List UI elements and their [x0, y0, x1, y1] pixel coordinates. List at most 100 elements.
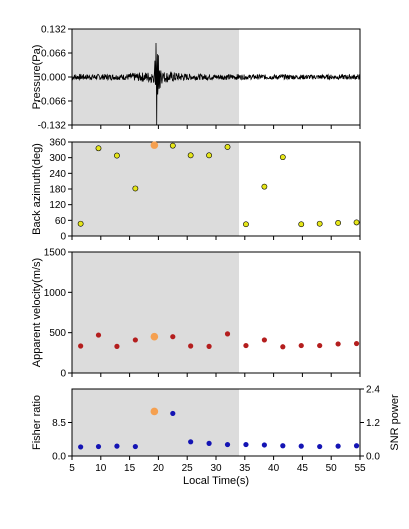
- data-point: [279, 154, 286, 161]
- x-tick-label: 20: [153, 463, 165, 474]
- data-point: [132, 185, 139, 192]
- data-point: [243, 221, 249, 228]
- back-azimuth-y-ticks: 0 60 120 180 240 300 360: [49, 138, 72, 243]
- highlight-point: [150, 141, 159, 149]
- fisher-points: [78, 407, 360, 450]
- data-point: [114, 343, 120, 349]
- y-right-tick-label: 1.2: [366, 418, 380, 429]
- y-tick-label: 60: [55, 216, 67, 227]
- y-tick-label: 360: [49, 138, 66, 149]
- x-tick-label: 55: [354, 463, 366, 474]
- data-point: [353, 340, 360, 347]
- data-point: [95, 443, 102, 450]
- x-axis-label: Local Time(s): [183, 475, 249, 487]
- data-point: [353, 219, 360, 226]
- data-point: [280, 443, 286, 449]
- y-tick-label: 8.5: [52, 418, 66, 429]
- data-point: [224, 144, 231, 150]
- y-tick-label: 1000: [44, 288, 67, 299]
- apparent-velocity-y-ticks: 0 500 1000 1500: [44, 248, 72, 380]
- y-tick-label: 120: [49, 200, 66, 211]
- data-point: [316, 220, 323, 227]
- highlight-point: [150, 332, 159, 341]
- snr-ylabel: SNR power: [389, 394, 401, 451]
- y-right-tick-label: 0.0: [366, 452, 380, 463]
- data-point: [170, 334, 176, 340]
- data-point: [114, 152, 120, 159]
- data-point: [317, 443, 323, 450]
- data-point: [78, 444, 84, 450]
- apparent-velocity-shaded-region: [72, 252, 240, 373]
- highlight-point: [150, 407, 159, 416]
- y-tick-label: 500: [49, 328, 66, 339]
- data-point: [169, 142, 176, 149]
- data-point: [95, 145, 102, 152]
- data-point: [170, 410, 176, 417]
- pressure-y-ticks: 0.132 0.066 0.000 -0.066 -0.132: [38, 25, 72, 132]
- x-tick-label: 5: [69, 463, 75, 474]
- pressure-panel: 0.132 0.066 0.000 -0.066 -0.132 Pressure(Pa): [31, 25, 361, 132]
- data-point: [188, 343, 194, 349]
- back-azimuth-panel: 0 60 120 180 240 300 360 Back azimuth(deg): [31, 138, 361, 243]
- y-tick-label: 0: [60, 369, 66, 380]
- data-point: [132, 337, 138, 343]
- y-tick-label: 0: [60, 232, 66, 243]
- data-point: [335, 443, 341, 449]
- apparent-velocity-x-ticks: [71, 373, 361, 377]
- back-azimuth-ylabel: Back azimuth(deg): [31, 143, 43, 235]
- data-point: [132, 443, 138, 450]
- back-azimuth-x-ticks: [71, 236, 361, 240]
- fisher-x-ticks: 5 10 15 20 25 30 35 40 45 50 55: [69, 456, 366, 474]
- data-point: [77, 220, 84, 227]
- data-point: [243, 342, 249, 349]
- data-point: [224, 331, 231, 337]
- y-tick-label: 0.132: [41, 25, 66, 36]
- x-tick-label: 30: [210, 463, 222, 474]
- pressure-ylabel: Pressure(Pa): [31, 45, 43, 110]
- data-point: [187, 152, 194, 159]
- data-point: [298, 342, 304, 349]
- data-point: [243, 441, 249, 448]
- x-tick-label: 45: [297, 463, 309, 474]
- data-point: [95, 332, 102, 338]
- back-azimuth-points: [77, 141, 360, 228]
- data-point: [335, 341, 341, 347]
- fisher-ylabel: Fisher ratio: [31, 395, 43, 450]
- snr-y-ticks: 0.0 1.2 2.4: [360, 385, 380, 463]
- data-point: [261, 183, 268, 190]
- data-point: [206, 343, 212, 349]
- y-tick-label: 0.066: [41, 49, 66, 60]
- back-azimuth-shaded-region: [72, 142, 240, 236]
- x-tick-label: 25: [182, 463, 194, 474]
- apparent-velocity-panel: 0 500 1000 1500 Apparent velocity(m/s): [31, 248, 361, 380]
- pressure-waveform: [71, 42, 361, 126]
- data-point: [261, 337, 267, 343]
- fisher-snr-panel: 0.0 8.5 0.0 1.2 2.4 5 10 15 20 25 30 35 40 45 50 55 F…: [31, 385, 401, 488]
- y-tick-label: -0.066: [38, 97, 67, 108]
- y-tick-label: 180: [49, 185, 66, 196]
- x-tick-label: 15: [124, 463, 136, 474]
- data-point: [261, 442, 267, 448]
- y-tick-label: 300: [49, 153, 66, 164]
- data-point: [206, 440, 212, 446]
- fisher-y-ticks: 0.0 8.5: [52, 418, 72, 463]
- y-tick-label: 0.000: [41, 73, 66, 84]
- pressure-x-ticks: [71, 125, 361, 129]
- apparent-velocity-points: [78, 331, 360, 350]
- y-tick-label: -0.132: [38, 121, 67, 132]
- data-point: [224, 441, 231, 448]
- data-point: [298, 443, 304, 449]
- x-tick-label: 40: [268, 463, 280, 474]
- apparent-velocity-ylabel: Apparent velocity(m/s): [31, 258, 43, 367]
- data-point: [335, 220, 342, 226]
- data-point: [298, 221, 305, 228]
- data-point: [353, 443, 360, 449]
- data-point: [188, 439, 194, 445]
- data-point: [317, 342, 323, 349]
- y-tick-label: 0.0: [52, 452, 66, 463]
- x-tick-label: 35: [239, 463, 251, 474]
- y-right-tick-label: 2.4: [366, 385, 380, 396]
- data-point: [206, 152, 212, 159]
- data-point: [114, 443, 120, 449]
